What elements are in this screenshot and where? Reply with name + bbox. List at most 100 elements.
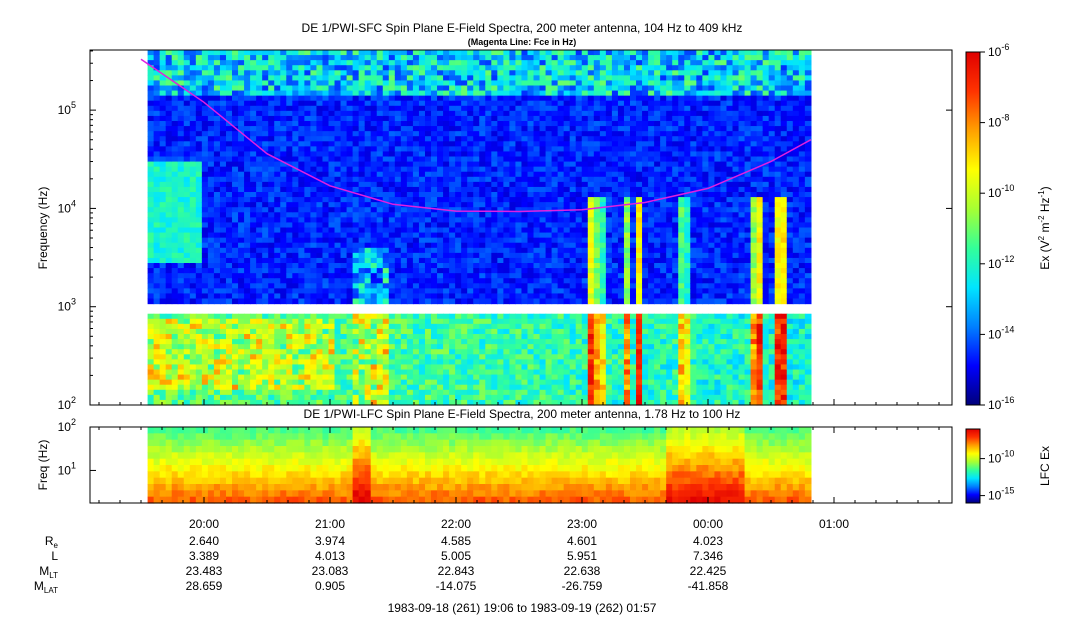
heatmap-cell (424, 136, 432, 142)
heatmap-cell (195, 237, 203, 244)
heatmap-cell (455, 156, 462, 163)
heatmap-cell (563, 298, 571, 305)
heatmap-cell (238, 354, 245, 360)
heatmap-cell (376, 364, 384, 371)
heatmap-cell (232, 156, 239, 163)
heatmap-cell (569, 121, 577, 127)
heatmap-cell (400, 399, 408, 406)
heatmap-cell (551, 379, 559, 386)
heatmap-cell (485, 394, 492, 401)
heatmap-cell (376, 60, 384, 66)
heatmap-cell (575, 222, 583, 229)
heatmap-cell (382, 136, 390, 142)
heatmap-cell (340, 207, 348, 213)
heatmap-cell (207, 70, 215, 76)
heatmap-cell (545, 186, 553, 193)
heatmap-cell (394, 121, 402, 127)
heatmap-cell (515, 161, 523, 168)
heatmap-cell (232, 176, 239, 183)
heatmap-cell (424, 349, 432, 355)
heatmap-cell (316, 298, 324, 305)
heatmap-cell (189, 141, 197, 147)
heatmap-cell (334, 389, 342, 396)
heatmap-cell (183, 217, 191, 224)
heatmap-cell (340, 105, 348, 112)
heatmap-cell (491, 212, 498, 218)
heatmap-cell (551, 323, 559, 330)
heatmap-cell (533, 328, 541, 335)
heatmap-cell (340, 197, 348, 203)
heatmap-cell (213, 242, 221, 249)
heatmap-cell (189, 273, 197, 279)
heatmap-cell (244, 141, 251, 147)
heatmap-cell (461, 121, 468, 127)
heatmap-cell (244, 394, 251, 401)
heatmap-cell (533, 344, 541, 350)
heatmap-cell (521, 121, 529, 127)
heatmap-cell (262, 85, 269, 92)
heatmap-cell (268, 80, 275, 87)
heatmap-cell (400, 171, 408, 178)
heatmap-cell (334, 207, 342, 213)
heatmap-cell (443, 354, 450, 360)
heatmap-cell (147, 171, 155, 178)
heatmap-cell (334, 288, 342, 295)
heatmap-cell (551, 354, 559, 360)
heatmap-cell (527, 232, 535, 239)
heatmap-cell (364, 354, 372, 360)
heatmap-cell (431, 349, 438, 355)
heatmap-cell (424, 90, 432, 97)
heatmap-cell (219, 263, 227, 269)
heatmap-cell (461, 136, 468, 142)
heatmap-cell (527, 293, 535, 300)
heatmap-cell (328, 369, 336, 376)
heatmap-cell (551, 252, 559, 259)
heatmap-cell (153, 115, 161, 122)
heatmap-cell (310, 166, 318, 173)
heatmap-cell (183, 283, 191, 289)
heatmap-cell (268, 374, 275, 381)
heatmap-cell (587, 192, 595, 198)
heatmap-cell (304, 60, 312, 66)
heatmap-cell (310, 50, 318, 56)
heatmap-cell (268, 110, 275, 117)
heatmap-cell (286, 80, 293, 87)
heatmap-cell (473, 121, 480, 127)
heatmap-cell (563, 217, 571, 224)
heatmap-cell (581, 232, 589, 239)
heatmap-cell (479, 278, 486, 284)
heatmap-cell (244, 75, 251, 82)
heatmap-cell (575, 263, 583, 269)
heatmap-cell (521, 100, 529, 107)
heatmap-cell (195, 50, 203, 56)
heatmap-cell (189, 136, 197, 142)
heatmap-cell (274, 252, 281, 259)
heatmap-cell (352, 70, 360, 76)
heatmap-cell (394, 75, 402, 82)
heatmap-cell (147, 80, 155, 87)
heatmap-cell (557, 50, 565, 56)
heatmap-cell (219, 257, 227, 264)
heatmap-cell (195, 247, 203, 254)
heatmap-cell (183, 298, 191, 305)
heatmap-cell (461, 95, 468, 102)
heatmap-cell (527, 115, 535, 122)
heatmap-cell (443, 146, 450, 153)
heatmap-cell (219, 85, 227, 92)
heatmap-cell (376, 247, 384, 254)
heatmap-cell (497, 344, 504, 350)
heatmap-cell (286, 156, 293, 163)
heatmap-cell (418, 399, 426, 406)
heatmap-cell (358, 369, 366, 376)
heatmap-cell (376, 288, 384, 295)
heatmap-cell (545, 379, 553, 386)
heatmap-cell (298, 105, 305, 112)
heatmap-cell (238, 313, 245, 320)
heatmap-cell (431, 313, 438, 320)
heatmap-cell (497, 141, 504, 147)
heatmap-cell (449, 379, 456, 386)
heatmap-cell (147, 323, 155, 330)
heatmap-cell (533, 237, 541, 244)
heatmap-cell (165, 374, 173, 381)
heatmap-cell (225, 354, 233, 360)
